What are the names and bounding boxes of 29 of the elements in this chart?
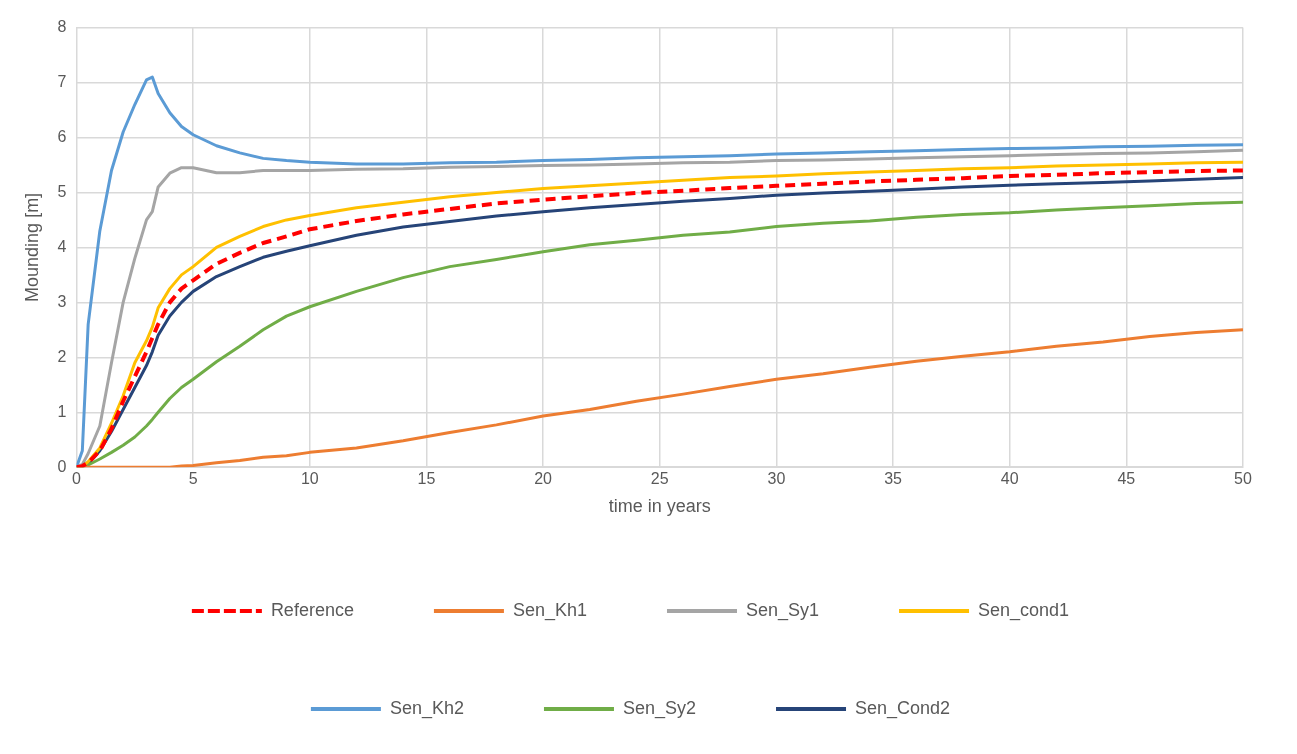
x-tick-label: 50 (1234, 470, 1252, 488)
x-tick-label: 10 (300, 470, 319, 488)
x-axis-title: time in years (608, 496, 711, 517)
y-tick-label: 2 (57, 347, 67, 365)
legend-label: Sen_Kh1 (512, 599, 587, 621)
x-tick-label: 15 (417, 470, 436, 488)
legend-label: Reference (270, 599, 354, 620)
x-tick-label: 25 (650, 470, 669, 488)
y-tick-label: 3 (57, 292, 67, 310)
y-tick-label: 4 (57, 237, 67, 255)
y-tick-label: 8 (57, 18, 67, 36)
y-tick-label: 6 (57, 127, 67, 145)
legend-label: Sen_Sy1 (745, 599, 820, 621)
y-tick-label: 0 (57, 457, 67, 475)
legend-label: Sen_Cond2 (855, 697, 951, 719)
x-tick-label: 45 (1117, 470, 1136, 488)
legend-label: Sen_Kh2 (389, 697, 464, 719)
x-tick-label: 20 (534, 470, 553, 488)
x-tick-label: 35 (884, 470, 903, 488)
x-tick-label: 5 (188, 470, 198, 488)
y-tick-label: 1 (57, 402, 67, 420)
y-tick-label: 7 (57, 72, 67, 90)
legend-label: Sen_Sy2 (622, 697, 697, 719)
x-tick-label: 40 (1000, 470, 1019, 488)
y-tick-label: 5 (57, 182, 67, 200)
x-tick-label: 0 (72, 470, 82, 488)
y-axis-title: Mounding [m] (21, 192, 42, 302)
legend-label: Sen_cond1 (978, 599, 1070, 621)
x-tick-label: 30 (767, 470, 786, 488)
